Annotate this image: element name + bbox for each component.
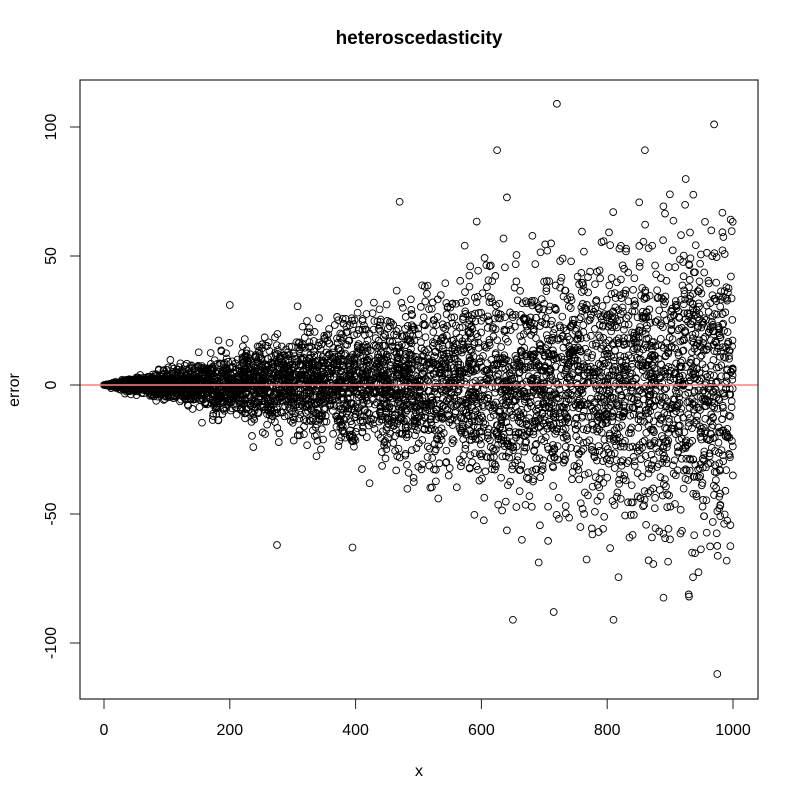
y-axis-label: error <box>6 372 23 406</box>
x-tick-label: 0 <box>100 722 109 739</box>
y-tick-label: 50 <box>43 247 60 265</box>
chart-title: heteroscedasticity <box>335 28 503 49</box>
y-tick-label: 0 <box>43 380 60 389</box>
x-tick-label: 800 <box>594 722 621 739</box>
y-tick-label: -100 <box>43 627 60 659</box>
x-axis-label: x <box>415 763 423 780</box>
x-tick-label: 400 <box>342 722 369 739</box>
x-tick-label: 1000 <box>715 722 751 739</box>
x-axis: 0 200 400 600 800 1000 <box>100 698 751 739</box>
scatter-markers <box>100 100 737 678</box>
y-tick-label: 100 <box>43 114 60 141</box>
data-points <box>100 100 737 678</box>
y-axis: -100 -50 0 50 100 <box>43 114 80 659</box>
x-tick-label: 200 <box>216 722 243 739</box>
y-tick-label: -50 <box>43 502 60 525</box>
x-tick-label: 600 <box>468 722 495 739</box>
